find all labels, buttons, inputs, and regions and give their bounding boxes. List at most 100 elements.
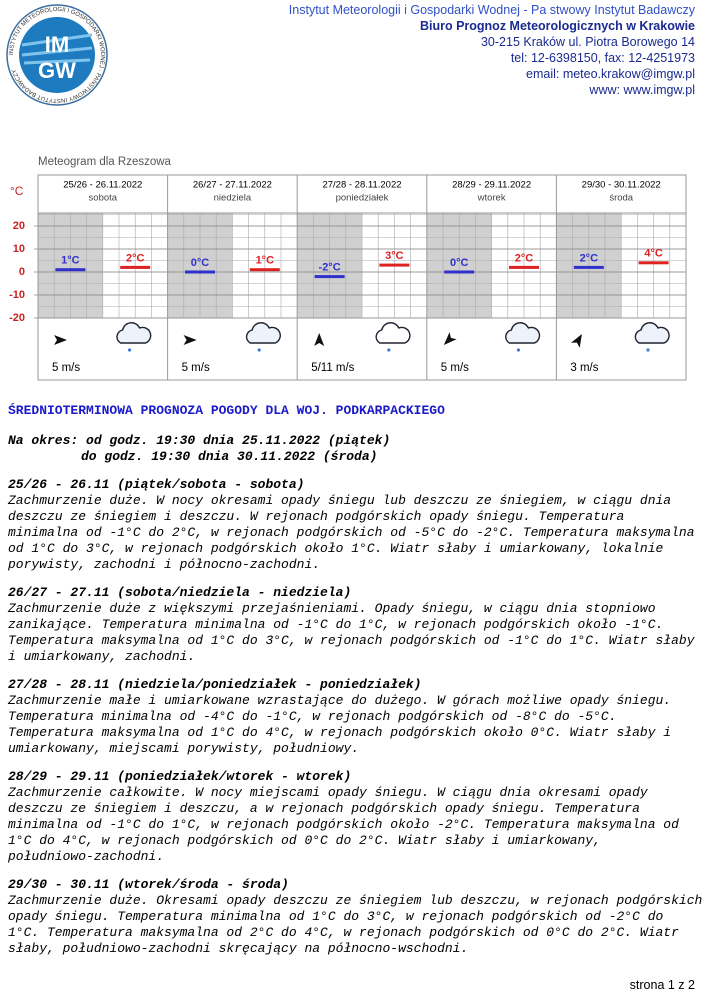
section-line: Zachmurzenie duże. W nocy okresami opady… bbox=[8, 493, 672, 508]
drop bbox=[646, 348, 650, 352]
day-date: 29/30 - 30.11.2022 bbox=[582, 180, 661, 191]
weather-icon bbox=[634, 322, 670, 352]
day-temp-bar bbox=[379, 263, 410, 267]
day-temp-bar bbox=[249, 268, 280, 272]
cloud bbox=[245, 322, 281, 344]
day-temp-label: 4°C bbox=[644, 248, 663, 260]
wind-arrow bbox=[183, 335, 197, 345]
section-heading: 27/28 - 28.11 (niedziela/poniedziałek - … bbox=[8, 677, 422, 692]
arrow bbox=[183, 335, 197, 345]
weather-icon bbox=[505, 322, 541, 352]
day-weekday: niedziela bbox=[214, 193, 252, 204]
arrow bbox=[571, 333, 582, 348]
y-tick-label: 10 bbox=[13, 243, 25, 255]
night-temp-bar bbox=[185, 270, 215, 274]
night-temp-bar bbox=[573, 265, 604, 269]
forecast-text: ŚREDNIOTERMINOWA PROGNOZA POGODY DLA WOJ… bbox=[8, 403, 702, 957]
day-date: 28/29 - 29.11.2022 bbox=[452, 180, 531, 191]
title: ŚREDNIOTERMINOWA PROGNOZA POGODY DLA WOJ… bbox=[8, 403, 445, 418]
cloud bbox=[375, 322, 411, 344]
section-heading: 25/26 - 26.11 (piątek/sobota - sobota) bbox=[8, 477, 305, 492]
logo: INSTYTUT METEOROLOGII I GOSPODARKI WODNE… bbox=[6, 4, 108, 106]
page-number: strona 1 z 2 bbox=[629, 978, 695, 992]
night-temp-bar bbox=[444, 270, 475, 274]
drop bbox=[128, 348, 132, 352]
address: 30-215 Kraków ul. Piotra Borowego 14 bbox=[480, 35, 695, 49]
arrow bbox=[314, 333, 325, 346]
section-line: Temperatura maksymalna od 1°C do 3°C, w … bbox=[8, 633, 695, 648]
night-temp-label: 1°C bbox=[61, 255, 80, 267]
wind-arrow bbox=[443, 332, 457, 345]
day-date: 26/27 - 27.11.2022 bbox=[193, 180, 272, 191]
email: email: meteo.krakow@imgw.pl bbox=[526, 67, 695, 81]
section-line: opady śniegu. Temperatura minimalna od 1… bbox=[8, 909, 664, 924]
section-line: Zachmurzenie całkowite. W nocy miejscami… bbox=[8, 785, 648, 800]
day-temp-label: 2°C bbox=[126, 252, 145, 264]
section-line: Zachmurzenie duże z większymi przejaśnie… bbox=[8, 601, 656, 616]
cloud bbox=[634, 322, 670, 344]
section-line: minimalna od -1°C do 1°C, w rejonach pod… bbox=[8, 817, 679, 832]
section-heading: 28/29 - 29.11 (poniedziałek/wtorek - wto… bbox=[8, 769, 352, 784]
night-temp-bar bbox=[314, 275, 345, 279]
section-line: umiarkowany, miejscami porywisty, połudn… bbox=[8, 741, 360, 756]
section-line: deszczu ze śniegiem i deszczu. W rejonac… bbox=[8, 509, 625, 524]
office: Biuro Prognoz Meteorologicznych w Krakow… bbox=[419, 19, 695, 33]
phone: tel: 12-6398150, fax: 12-4251973 bbox=[510, 51, 695, 65]
wind-speed: 3 m/s bbox=[570, 362, 598, 374]
section-line: Temperatura maksymalna od 1°C do 4°C, w … bbox=[8, 725, 672, 740]
weather-icon bbox=[116, 322, 152, 352]
section-heading: 29/30 - 30.11 (wtorek/środa - środa) bbox=[8, 877, 289, 892]
day-temp-label: 1°C bbox=[256, 255, 275, 267]
night-temp-label: 2°C bbox=[580, 252, 599, 264]
day-date: 27/28 - 28.11.2022 bbox=[322, 180, 401, 191]
day-temp-bar bbox=[509, 265, 539, 269]
section-line: południowo-zachodni. bbox=[8, 849, 165, 864]
section-line: od 1°C do 3°C, w rejonach podgórskich ok… bbox=[8, 541, 664, 556]
weather-icon bbox=[245, 322, 281, 352]
y-tick-label: -20 bbox=[9, 312, 25, 324]
drop bbox=[516, 348, 520, 352]
wind-arrow bbox=[54, 335, 67, 345]
meteogram-title: Meteogram dla Rzeszowa bbox=[38, 156, 172, 168]
cloud bbox=[116, 322, 152, 344]
arrow bbox=[54, 335, 67, 345]
wind-speed: 5/11 m/s bbox=[311, 362, 354, 374]
logo-top: IM bbox=[45, 32, 69, 57]
section-line: Zachmurzenie małe i umiarkowane wzrastaj… bbox=[8, 693, 672, 708]
wind-speed: 5 m/s bbox=[441, 362, 469, 374]
wind-speed: 5 m/s bbox=[52, 362, 80, 374]
section-line: Temperatura minimalna od -4°C do -1°C, w… bbox=[8, 709, 617, 724]
section-line: 1°C do 4°C, w rejonach podgórskich od 0°… bbox=[8, 833, 601, 848]
drop bbox=[257, 348, 261, 352]
y-tick-label: 0 bbox=[19, 266, 25, 278]
section-line: zanikające. Temperatura minimalna od -1°… bbox=[8, 617, 664, 632]
section-line: Zachmurzenie duże. Okresami opady deszcz… bbox=[8, 893, 703, 908]
day-weekday: poniedziałek bbox=[336, 193, 389, 204]
day-temp-bar bbox=[120, 265, 151, 269]
period-line: do godz. 19:30 dnia 30.11.2022 (środa) bbox=[81, 449, 378, 464]
section-line: porywisty, zachodni i północno-zachodni. bbox=[8, 557, 321, 572]
arrow bbox=[443, 332, 457, 345]
wind-speed: 5 m/s bbox=[182, 362, 210, 374]
www: www: www.imgw.pl bbox=[589, 83, 695, 97]
y-tick-label: -10 bbox=[9, 289, 25, 301]
day-weekday: sobota bbox=[89, 193, 118, 204]
period-line: Na okres: od godz. 19:30 dnia 25.11.2022… bbox=[8, 433, 391, 448]
weather-icon bbox=[375, 322, 411, 352]
wind-arrow bbox=[571, 333, 582, 348]
night-temp-label: 0°C bbox=[191, 257, 210, 269]
night-temp-label: 0°C bbox=[450, 257, 469, 269]
day-temp-label: 3°C bbox=[385, 250, 404, 262]
header: Instytut Meteorologii i Gospodarki Wodne… bbox=[289, 2, 695, 98]
day-date: 25/26 - 26.11.2022 bbox=[63, 180, 142, 191]
day-weekday: środa bbox=[609, 193, 633, 204]
section-line: i umiarkowany, zachodni. bbox=[8, 649, 196, 664]
meteogram: Meteogram dla Rzeszowa °C 20 10 0 -10 -20 25/… bbox=[9, 156, 687, 381]
wind-arrow bbox=[314, 333, 325, 346]
night-temp-label: -2°C bbox=[319, 262, 341, 274]
section-line: słaby, południowo-zachodni skręcający na… bbox=[8, 941, 469, 956]
night-temp-bar bbox=[55, 268, 86, 272]
day-temp-bar bbox=[638, 261, 669, 265]
section-line: 1°C. Temperatura maksymalna od 2°C do 4°… bbox=[8, 925, 679, 940]
